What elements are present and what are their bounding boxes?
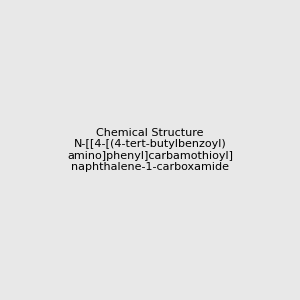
Text: Chemical Structure
N-[[4-[(4-tert-butylbenzoyl)
amino]phenyl]carbamothioyl]
naph: Chemical Structure N-[[4-[(4-tert-butylb… [67, 128, 233, 172]
